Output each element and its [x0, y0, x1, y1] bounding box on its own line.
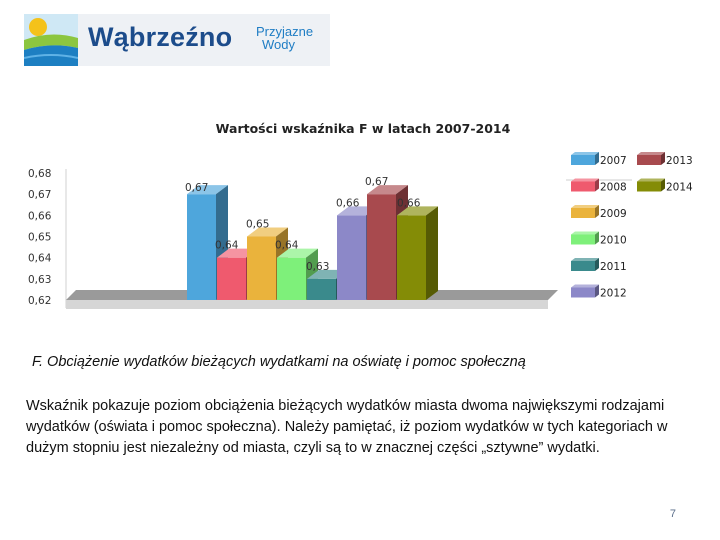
legend-swatch-side	[595, 258, 599, 271]
legend-swatch	[571, 287, 595, 298]
y-tick-label: 0,66	[28, 210, 52, 222]
bar-top	[187, 185, 228, 195]
legend-swatch-top	[571, 205, 599, 208]
bar-front	[277, 257, 306, 300]
bar-front	[397, 215, 426, 300]
logo: Wąbrzeźno Przyjazne Wody	[24, 14, 330, 66]
bar-2014	[397, 206, 438, 300]
bar-side	[426, 206, 438, 300]
bar-front	[337, 215, 366, 300]
data-label: 0,67	[185, 182, 208, 194]
legend-swatch-side	[661, 178, 665, 192]
y-tick-label: 0,68	[28, 168, 51, 180]
data-label: 0,66	[336, 197, 360, 209]
legend-label: 2012	[600, 288, 627, 300]
legend-swatch	[571, 261, 595, 271]
y-tick-label: 0,63	[28, 274, 51, 286]
data-label: 0,63	[306, 261, 329, 273]
legend-item-2011: 2011	[571, 258, 627, 273]
chart-title: Wartości wskaźnika F w latach 2007-2014	[216, 121, 511, 136]
data-label: 0,66	[397, 197, 421, 209]
legend-swatch-side	[661, 152, 665, 165]
legend-label: 2008	[600, 182, 627, 194]
bar-chart: Wartości wskaźnika F w latach 2007-2014 …	[28, 121, 693, 309]
legend: 2007 2008 2009 2010 2011 2012 2013 2014	[566, 152, 693, 300]
y-tick-label: 0,62	[28, 295, 51, 307]
y-tick-label: 0,65	[28, 232, 51, 244]
legend-swatch-top	[571, 178, 599, 182]
legend-label: 2014	[666, 182, 693, 194]
legend-label: 2007	[600, 155, 627, 167]
legend-label: 2009	[600, 208, 627, 220]
data-label: 0,65	[246, 219, 269, 231]
legend-label: 2011	[600, 261, 627, 273]
logo-subtitle: Przyjazne Wody	[256, 25, 326, 51]
legend-swatch-top	[637, 152, 665, 155]
bar-top	[397, 206, 438, 216]
legend-swatch-side	[595, 178, 599, 192]
logo-title: Wąbrzeźno	[88, 22, 233, 52]
bar-front	[247, 236, 276, 300]
data-label: 0,64	[275, 240, 299, 252]
bar-front	[187, 194, 216, 300]
bar-series	[187, 185, 438, 300]
bar-front	[217, 257, 246, 300]
data-label: 0,67	[365, 176, 388, 188]
legend-item-2012: 2012	[571, 284, 627, 300]
data-labels: 0,67 0,64 0,65 0,64 0,63 0,66 0,67 0,66	[185, 176, 421, 273]
bar-top	[247, 227, 288, 237]
legend-swatch-side	[595, 284, 599, 298]
logo-subtitle-line2: Wody	[262, 37, 295, 52]
legend-swatch	[571, 234, 595, 245]
legend-item-2007: 2007	[571, 152, 627, 167]
legend-swatch	[637, 181, 661, 192]
legend-item-2010: 2010	[571, 231, 627, 247]
legend-swatch	[637, 155, 661, 165]
legend-swatch	[571, 181, 595, 192]
legend-swatch	[571, 155, 595, 165]
y-axis: 0,62 0,63 0,64 0,65 0,66 0,67 0,68	[28, 168, 67, 308]
logo-sun-water-icon	[24, 14, 78, 66]
legend-swatch	[571, 208, 595, 218]
bar-front	[307, 278, 336, 300]
legend-swatch-side	[595, 152, 599, 165]
bar-top	[367, 185, 408, 195]
legend-swatch-top	[637, 178, 665, 182]
legend-swatch-side	[595, 231, 599, 245]
legend-swatch-top	[571, 258, 599, 261]
legend-swatch-side	[595, 205, 599, 218]
legend-label: 2010	[600, 235, 627, 247]
legend-label: 2013	[666, 155, 693, 167]
legend-swatch-top	[571, 284, 599, 288]
y-tick-label: 0,67	[28, 189, 51, 201]
legend-item-2008: 2008	[571, 178, 627, 194]
data-label: 0,64	[215, 240, 239, 252]
legend-item-2013: 2013	[637, 152, 693, 167]
floor-front	[66, 300, 548, 309]
legend-swatch-top	[571, 152, 599, 155]
logo-subtitle-line1: Przyjazne	[256, 24, 314, 39]
page-number: 7	[669, 508, 676, 520]
bar-front	[367, 194, 396, 300]
legend-item-2014: 2014	[637, 178, 693, 194]
section-heading: F. Obciążenie wydatków bieżących wydatka…	[32, 354, 526, 370]
legend-item-2009: 2009	[571, 205, 627, 220]
section-paragraph: Wskaźnik pokazuje poziom obciążenia bież…	[26, 398, 668, 456]
legend-swatch-top	[571, 231, 599, 235]
y-tick-label: 0,64	[28, 253, 52, 265]
bar-top	[277, 248, 318, 258]
